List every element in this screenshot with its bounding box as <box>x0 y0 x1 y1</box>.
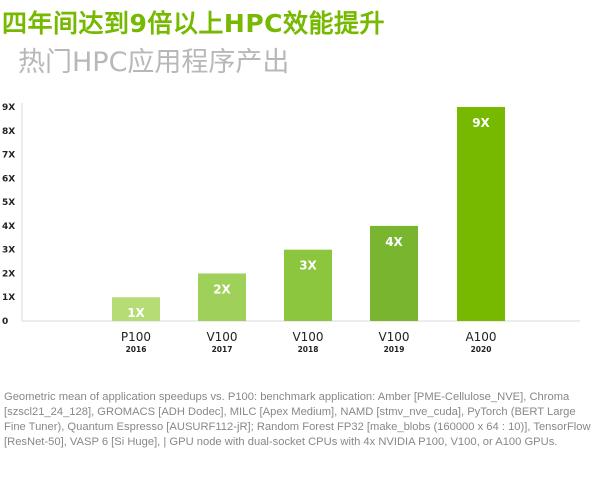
chart-title: 四年间达到9倍以上HPC效能提升 <box>2 9 385 38</box>
x-tick-year: 2020 <box>471 345 492 354</box>
x-tick-label: P100 <box>121 330 151 344</box>
y-tick-label: 1X <box>2 293 15 303</box>
bar-chart: 01X2X3X4X5X6X7X8X9X1XP10020162XV10020173… <box>2 103 580 354</box>
y-tick-label: 3X <box>2 246 15 256</box>
bar-data-label: 1X <box>127 306 145 320</box>
bar <box>112 297 160 321</box>
bar-data-label: 9X <box>472 116 490 130</box>
x-tick-label: V100 <box>292 330 323 344</box>
y-tick-label: 5X <box>2 198 15 208</box>
bar <box>370 225 418 321</box>
x-tick-label: A100 <box>465 330 496 344</box>
chart-subtitle: 热门HPC应用程序产出 <box>18 47 290 78</box>
x-tick-year: 2018 <box>298 345 319 354</box>
bar <box>457 107 505 321</box>
x-tick-year: 2017 <box>212 345 233 354</box>
x-tick-label: V100 <box>206 330 237 344</box>
y-tick-label: 7X <box>2 151 15 161</box>
y-tick-label: 0 <box>2 317 8 327</box>
x-tick-year: 2016 <box>126 345 147 354</box>
bar <box>284 249 332 321</box>
y-tick-label: 4X <box>2 222 15 232</box>
footnote: Geometric mean of application speedups v… <box>4 391 591 448</box>
bar-data-label: 3X <box>299 259 317 273</box>
bar-data-label: 2X <box>213 282 231 296</box>
y-tick-label: 6X <box>2 174 15 184</box>
bar-data-label: 4X <box>385 235 403 249</box>
y-tick-label: 2X <box>2 269 15 279</box>
y-tick-label: 9X <box>2 103 15 113</box>
x-tick-year: 2019 <box>384 345 405 354</box>
bar <box>198 273 246 321</box>
y-tick-label: 8X <box>2 127 15 137</box>
x-tick-label: V100 <box>378 330 409 344</box>
